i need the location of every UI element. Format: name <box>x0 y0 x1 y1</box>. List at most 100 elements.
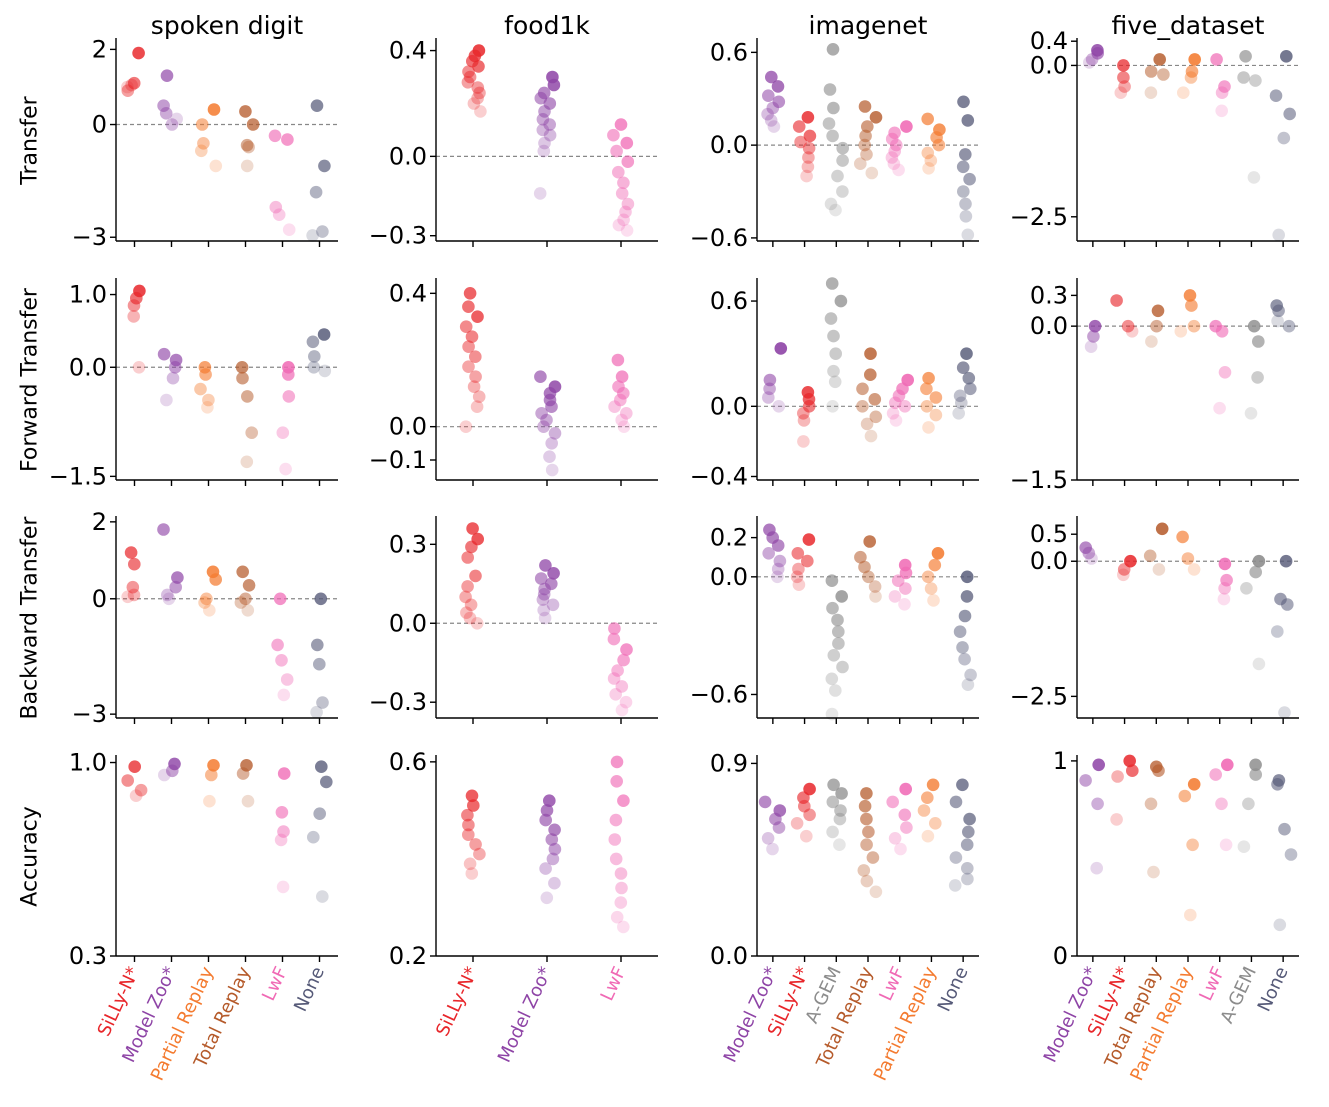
y-tick-label: 0.0 <box>710 392 748 420</box>
point-a-gem <box>831 169 844 183</box>
point-partial-replay <box>202 393 215 407</box>
point-silly-n <box>462 65 475 78</box>
point-lwf <box>279 462 292 476</box>
point-model-zoo <box>771 570 784 584</box>
point-silly-n <box>469 370 482 384</box>
point-lwf <box>274 833 288 847</box>
point-a-gem <box>1252 657 1266 671</box>
point-silly-n <box>469 569 482 583</box>
point-model-zoo <box>160 69 174 82</box>
point-a-gem <box>824 197 838 211</box>
point-a-gem <box>836 660 849 674</box>
point-a-gem <box>1240 582 1253 595</box>
point-silly-n <box>127 76 141 90</box>
point-partial-replay <box>922 371 935 385</box>
point-lwf <box>615 187 629 200</box>
point-model-zoo <box>548 427 562 440</box>
point-total-replay <box>1157 68 1170 81</box>
point-a-gem <box>829 203 842 217</box>
point-silly-n <box>132 46 145 60</box>
point-a-gem <box>826 601 839 615</box>
point-silly-n <box>1117 59 1130 72</box>
point-lwf <box>898 400 912 413</box>
y-tick-label: 0.0 <box>389 142 427 170</box>
point-none <box>956 361 970 375</box>
point-total-replay <box>861 120 874 133</box>
column-title-imagenet: imagenet <box>809 11 928 40</box>
point-total-replay <box>1143 549 1157 563</box>
point-model-zoo <box>761 107 774 121</box>
point-none <box>1269 89 1283 102</box>
point-none <box>316 696 329 709</box>
y-tick-label: 0.6 <box>389 748 427 776</box>
point-a-gem <box>826 795 840 809</box>
point-none <box>960 570 974 584</box>
point-none <box>964 668 977 682</box>
point-model-zoo <box>771 562 785 576</box>
point-silly-n <box>121 84 135 97</box>
point-none <box>318 364 332 378</box>
panel-imagenet-transfer: −0.6 0.0 0.6 <box>690 38 979 252</box>
panel-food1k-accuracy: 0.2 0.6 <box>389 748 658 970</box>
point-lwf <box>280 673 294 686</box>
point-none <box>309 185 323 199</box>
point-silly-n <box>471 310 484 324</box>
point-partial-replay <box>207 103 221 116</box>
point-lwf <box>615 413 628 427</box>
point-silly-n <box>463 70 477 84</box>
point-silly-n <box>470 617 484 630</box>
point-lwf <box>276 880 290 894</box>
point-model-zoo <box>1091 47 1104 60</box>
point-lwf <box>275 654 288 667</box>
point-total-replay <box>1144 65 1158 78</box>
point-lwf <box>276 426 290 440</box>
point-lwf <box>282 223 296 236</box>
point-lwf <box>617 920 630 934</box>
point-silly-n <box>794 135 807 149</box>
point-silly-n <box>462 340 475 354</box>
point-total-replay <box>869 111 883 124</box>
point-none <box>1271 778 1284 791</box>
point-a-gem <box>1251 371 1264 384</box>
y-tick-label: 0.3 <box>69 942 107 970</box>
point-model-zoo <box>762 547 775 560</box>
point-silly-n <box>1123 754 1136 768</box>
point-model-zoo <box>537 603 550 617</box>
method-label-none: None <box>1254 964 1293 1015</box>
point-silly-n <box>802 151 815 164</box>
point-total-replay <box>860 838 873 851</box>
point-model-zoo <box>545 463 559 477</box>
point-total-replay <box>864 368 877 382</box>
point-silly-n <box>802 141 816 155</box>
point-total-replay <box>236 565 249 579</box>
y-tick-label: 0.0 <box>389 609 427 637</box>
point-silly-n <box>128 760 141 773</box>
row-label-forward: Forward Transfer <box>18 287 43 472</box>
point-none <box>1272 304 1285 318</box>
point-silly-n <box>462 360 475 374</box>
point-total-replay <box>239 105 252 118</box>
point-silly-n <box>798 799 811 813</box>
point-lwf <box>607 632 621 646</box>
point-silly-n <box>790 817 804 830</box>
point-model-zoo <box>1088 319 1102 333</box>
point-partial-replay <box>927 594 940 607</box>
point-silly-n <box>121 590 134 604</box>
panel-spoken-digit-forward: −1.5 0.0 1.0 <box>49 278 338 490</box>
point-total-replay <box>858 799 872 813</box>
point-model-zoo <box>769 812 782 826</box>
point-silly-n <box>460 606 473 619</box>
point-silly-n <box>471 91 484 105</box>
point-model-zoo <box>157 99 170 112</box>
point-lwf <box>900 120 913 133</box>
point-none <box>961 862 974 875</box>
point-total-replay <box>860 148 873 161</box>
point-silly-n <box>459 590 472 604</box>
point-none <box>960 590 974 603</box>
point-partial-replay <box>195 118 209 131</box>
point-partial-replay <box>209 159 223 173</box>
y-tick-label: 0.4 <box>1030 27 1068 55</box>
panel-imagenet-backward: −0.6 0.0 0.2 <box>690 516 979 724</box>
point-lwf <box>617 387 630 400</box>
point-model-zoo <box>162 592 176 606</box>
